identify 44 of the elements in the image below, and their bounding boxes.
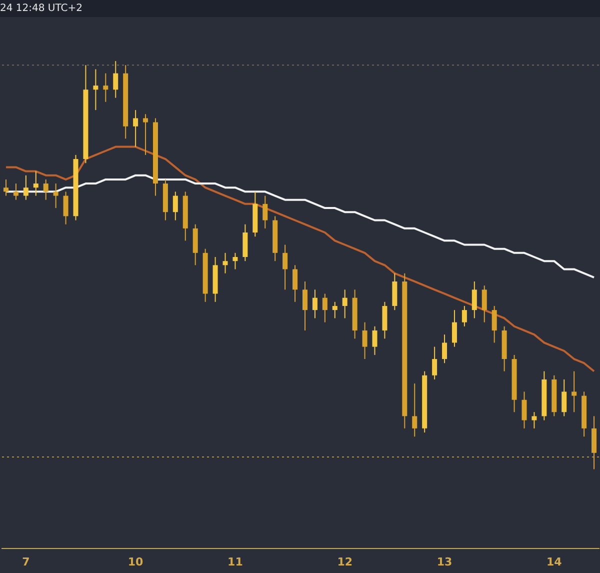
candlestick [43, 178, 48, 200]
candlestick [23, 174, 28, 200]
candlestick [372, 326, 378, 356]
candlestick [462, 305, 467, 327]
candlestick [432, 346, 438, 380]
x-tick-label: 11 [228, 556, 243, 568]
candlestick [63, 191, 68, 225]
candlestick [93, 68, 98, 111]
candlestick [332, 301, 338, 319]
candlestick [412, 383, 418, 438]
candlestick [572, 370, 577, 413]
candlestick [452, 310, 457, 348]
candlestick [103, 72, 108, 102]
candlestick [53, 183, 58, 209]
candlestick [532, 412, 537, 429]
x-tick-label: 14 [546, 556, 562, 568]
candlestick [172, 191, 178, 221]
candlestick [113, 60, 118, 98]
candlestick [262, 195, 268, 229]
candlestick [133, 110, 138, 148]
candlestick [322, 293, 328, 323]
candlestick [222, 252, 228, 274]
x-tick-label: 13 [436, 556, 452, 568]
candlestick [33, 170, 38, 196]
x-tick-label: 10 [128, 556, 144, 568]
candlestick [362, 322, 368, 360]
candlestick [292, 264, 298, 302]
candlestick [302, 280, 308, 331]
candlestick [143, 114, 148, 156]
candlestick [472, 280, 477, 319]
candlestick [282, 244, 288, 290]
candlestick [442, 334, 448, 364]
candlestick [562, 378, 567, 417]
candlestick [13, 183, 18, 200]
candlestick [312, 289, 318, 319]
candlestick [232, 252, 238, 270]
candlestick [3, 178, 8, 196]
candlestick [492, 305, 497, 344]
x-tick-label: 12 [337, 556, 353, 568]
candlestick [342, 289, 348, 319]
x-tick-label: 7 [22, 556, 30, 568]
candlestick [482, 285, 487, 323]
candlestick [522, 391, 527, 429]
text: 24 12:48 UTC+2 [0, 0, 600, 17]
